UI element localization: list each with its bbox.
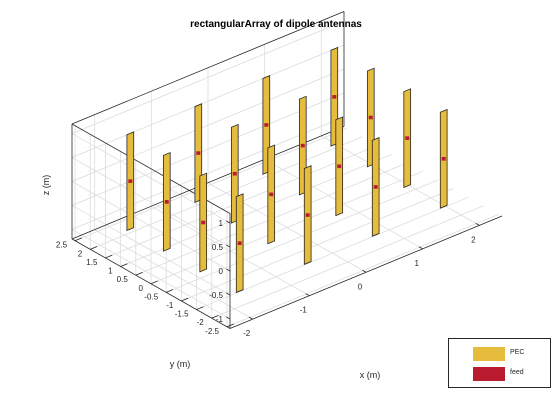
z-tick-label: -0.5 — [209, 291, 223, 300]
legend-label-pec: PEC — [510, 349, 525, 356]
x-tick-label: -1 — [300, 306, 308, 315]
grid-line-y-floor — [196, 196, 469, 310]
z-tick-mark — [226, 292, 231, 296]
feed-point — [196, 151, 201, 155]
y-tick-label: 2.5 — [56, 241, 68, 250]
y-tick-label: -1.5 — [175, 310, 189, 319]
y-tick-mark — [226, 323, 234, 328]
feed-point — [405, 136, 410, 140]
legend-swatch-pec — [473, 347, 505, 361]
dipole-element — [235, 193, 244, 294]
y-tick-label: 0.5 — [117, 275, 129, 284]
axes-box — [71, 11, 503, 329]
dipole-element — [371, 136, 380, 237]
y-tick-mark — [120, 263, 128, 267]
grid-line-z-wall-y — [71, 68, 345, 182]
grid-line-z-wall-x — [71, 205, 231, 296]
legend-swatch-feed — [473, 367, 505, 381]
z-tick-label: 1 — [219, 219, 224, 228]
grid-line-z-wall-y — [71, 116, 345, 230]
feed-point — [337, 164, 342, 169]
y-tick-label: -2 — [197, 318, 205, 327]
z-tick-mark — [226, 268, 231, 272]
feed-point — [264, 123, 269, 127]
x-tick-mark — [475, 222, 480, 226]
y-tick-mark — [150, 280, 158, 285]
grid-line-z-wall-y — [71, 92, 345, 206]
x-tick-mark — [362, 269, 367, 273]
dipole-element — [267, 144, 276, 245]
x-tick-mark — [305, 293, 310, 297]
y-tick-mark — [196, 306, 204, 310]
y-tick-mark — [211, 314, 219, 319]
x-tick-mark — [418, 246, 423, 250]
chart-title: rectangularArray of dipole antennas — [190, 19, 362, 30]
dipole-element — [335, 116, 344, 217]
feed-point — [232, 171, 237, 176]
z-tick-mark — [226, 244, 231, 248]
y-tick-label: -0.5 — [144, 292, 158, 301]
y-tick-label: 1.5 — [86, 258, 98, 267]
y-tick-mark — [90, 246, 98, 250]
feed-point — [164, 200, 169, 204]
y-tick-label: -2.5 — [205, 327, 219, 336]
z-tick-mark — [226, 316, 231, 320]
y-tick-mark — [74, 237, 82, 242]
feed-point — [305, 213, 310, 217]
legend-label-feed: feed — [510, 369, 524, 376]
tick-labels: -2-1012-2.5-2-1.5-1-0.500.511.522.5-1-0.… — [56, 219, 476, 338]
z-tick-label: -1 — [216, 315, 224, 324]
y-tick-mark — [135, 271, 143, 276]
y-tick-label: 2 — [78, 249, 83, 258]
feed-point — [237, 241, 242, 245]
x-tick-label: 1 — [414, 259, 419, 268]
dipole-element — [162, 151, 171, 252]
grid-line-z-wall-y — [71, 20, 345, 134]
x-tick-label: 0 — [358, 282, 363, 291]
box-edge — [71, 11, 345, 125]
feed-point — [332, 95, 337, 99]
y-tick-mark — [166, 289, 174, 293]
y-tick-label: 0 — [139, 284, 144, 293]
legend: PEC feed — [448, 338, 551, 388]
grid-line-z-wall-x — [71, 229, 231, 320]
z-axis-label: z (m) — [41, 175, 51, 196]
x-tick-label: 2 — [471, 235, 476, 244]
y-axis-label: y (m) — [170, 359, 191, 369]
y-tick-mark — [105, 254, 113, 259]
dipole-element — [126, 131, 135, 232]
dipole-element — [303, 165, 312, 265]
box-edge — [71, 126, 345, 240]
grid-layer — [71, 11, 500, 329]
dipole-element — [199, 172, 208, 273]
feed-point — [368, 115, 373, 120]
x-axis-label: x (m) — [360, 370, 381, 380]
feed-point — [441, 156, 446, 161]
feed-point — [300, 143, 305, 148]
grid-line-y-floor — [90, 136, 363, 250]
grid-line-z-wall-y — [71, 44, 345, 158]
z-tick-mark — [226, 220, 231, 224]
y-tick-label: 1 — [108, 267, 113, 276]
dipole-elements — [126, 46, 448, 294]
dipole-element — [439, 108, 448, 209]
y-tick-label: -1 — [166, 301, 174, 310]
feed-point — [373, 185, 378, 189]
grid-line-y-floor — [211, 205, 484, 319]
feed-point — [128, 179, 133, 184]
x-tick-mark — [248, 316, 253, 320]
dipole-element — [403, 88, 412, 189]
grid-line-y-floor — [181, 188, 454, 302]
x-tick-label: -2 — [243, 329, 251, 338]
z-tick-label: 0.5 — [212, 243, 224, 252]
z-tick-label: 0 — [219, 267, 224, 276]
feed-point — [269, 192, 274, 197]
y-tick-mark — [181, 297, 189, 302]
grid-line-y-floor — [166, 179, 439, 293]
feed-point — [201, 220, 206, 225]
